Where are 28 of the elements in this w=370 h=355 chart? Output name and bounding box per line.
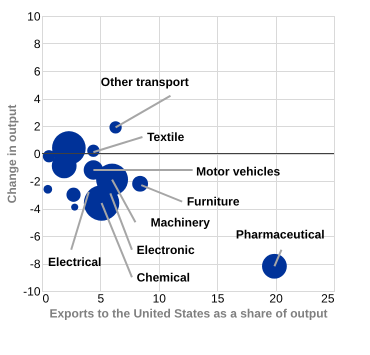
annotation: Other transport: [100, 75, 189, 89]
y-tick-label: -6: [30, 230, 41, 244]
y-tick-label: 2: [34, 120, 41, 134]
y-axis-title: Change in output: [5, 104, 20, 204]
y-tick-label: 10: [27, 10, 41, 24]
y-tick-label: 6: [34, 64, 41, 78]
x-tick-label: 25: [321, 292, 335, 306]
x-tick-label: 0: [42, 292, 50, 306]
x-tick-label: 10: [152, 292, 166, 306]
y-tick-label: 8: [34, 37, 41, 51]
annotation: Machinery: [150, 215, 210, 230]
annotation: Motor vehicles: [196, 164, 281, 178]
x-tick-label: 20: [269, 292, 284, 306]
y-tick-label: 4: [34, 92, 41, 106]
x-axis-title: Exports to the United States as a share of output: [49, 306, 328, 320]
annotation: Pharmaceutical: [236, 228, 325, 242]
y-tick-label: -10: [23, 284, 41, 298]
annotation: Chemical: [136, 270, 190, 284]
y-tick-label: 0: [34, 147, 41, 161]
y-tick-label: -2: [30, 174, 41, 188]
x-tick-label: 5: [98, 292, 105, 306]
x-tick-label: 15: [211, 292, 225, 306]
annotation: Electrical: [48, 255, 102, 270]
annotation: Electronic: [136, 242, 195, 257]
annotation: Furniture: [186, 194, 240, 209]
y-tick-label: -8: [30, 257, 41, 271]
y-tick-label: -4: [30, 202, 41, 216]
annotation: Textile: [147, 130, 185, 144]
